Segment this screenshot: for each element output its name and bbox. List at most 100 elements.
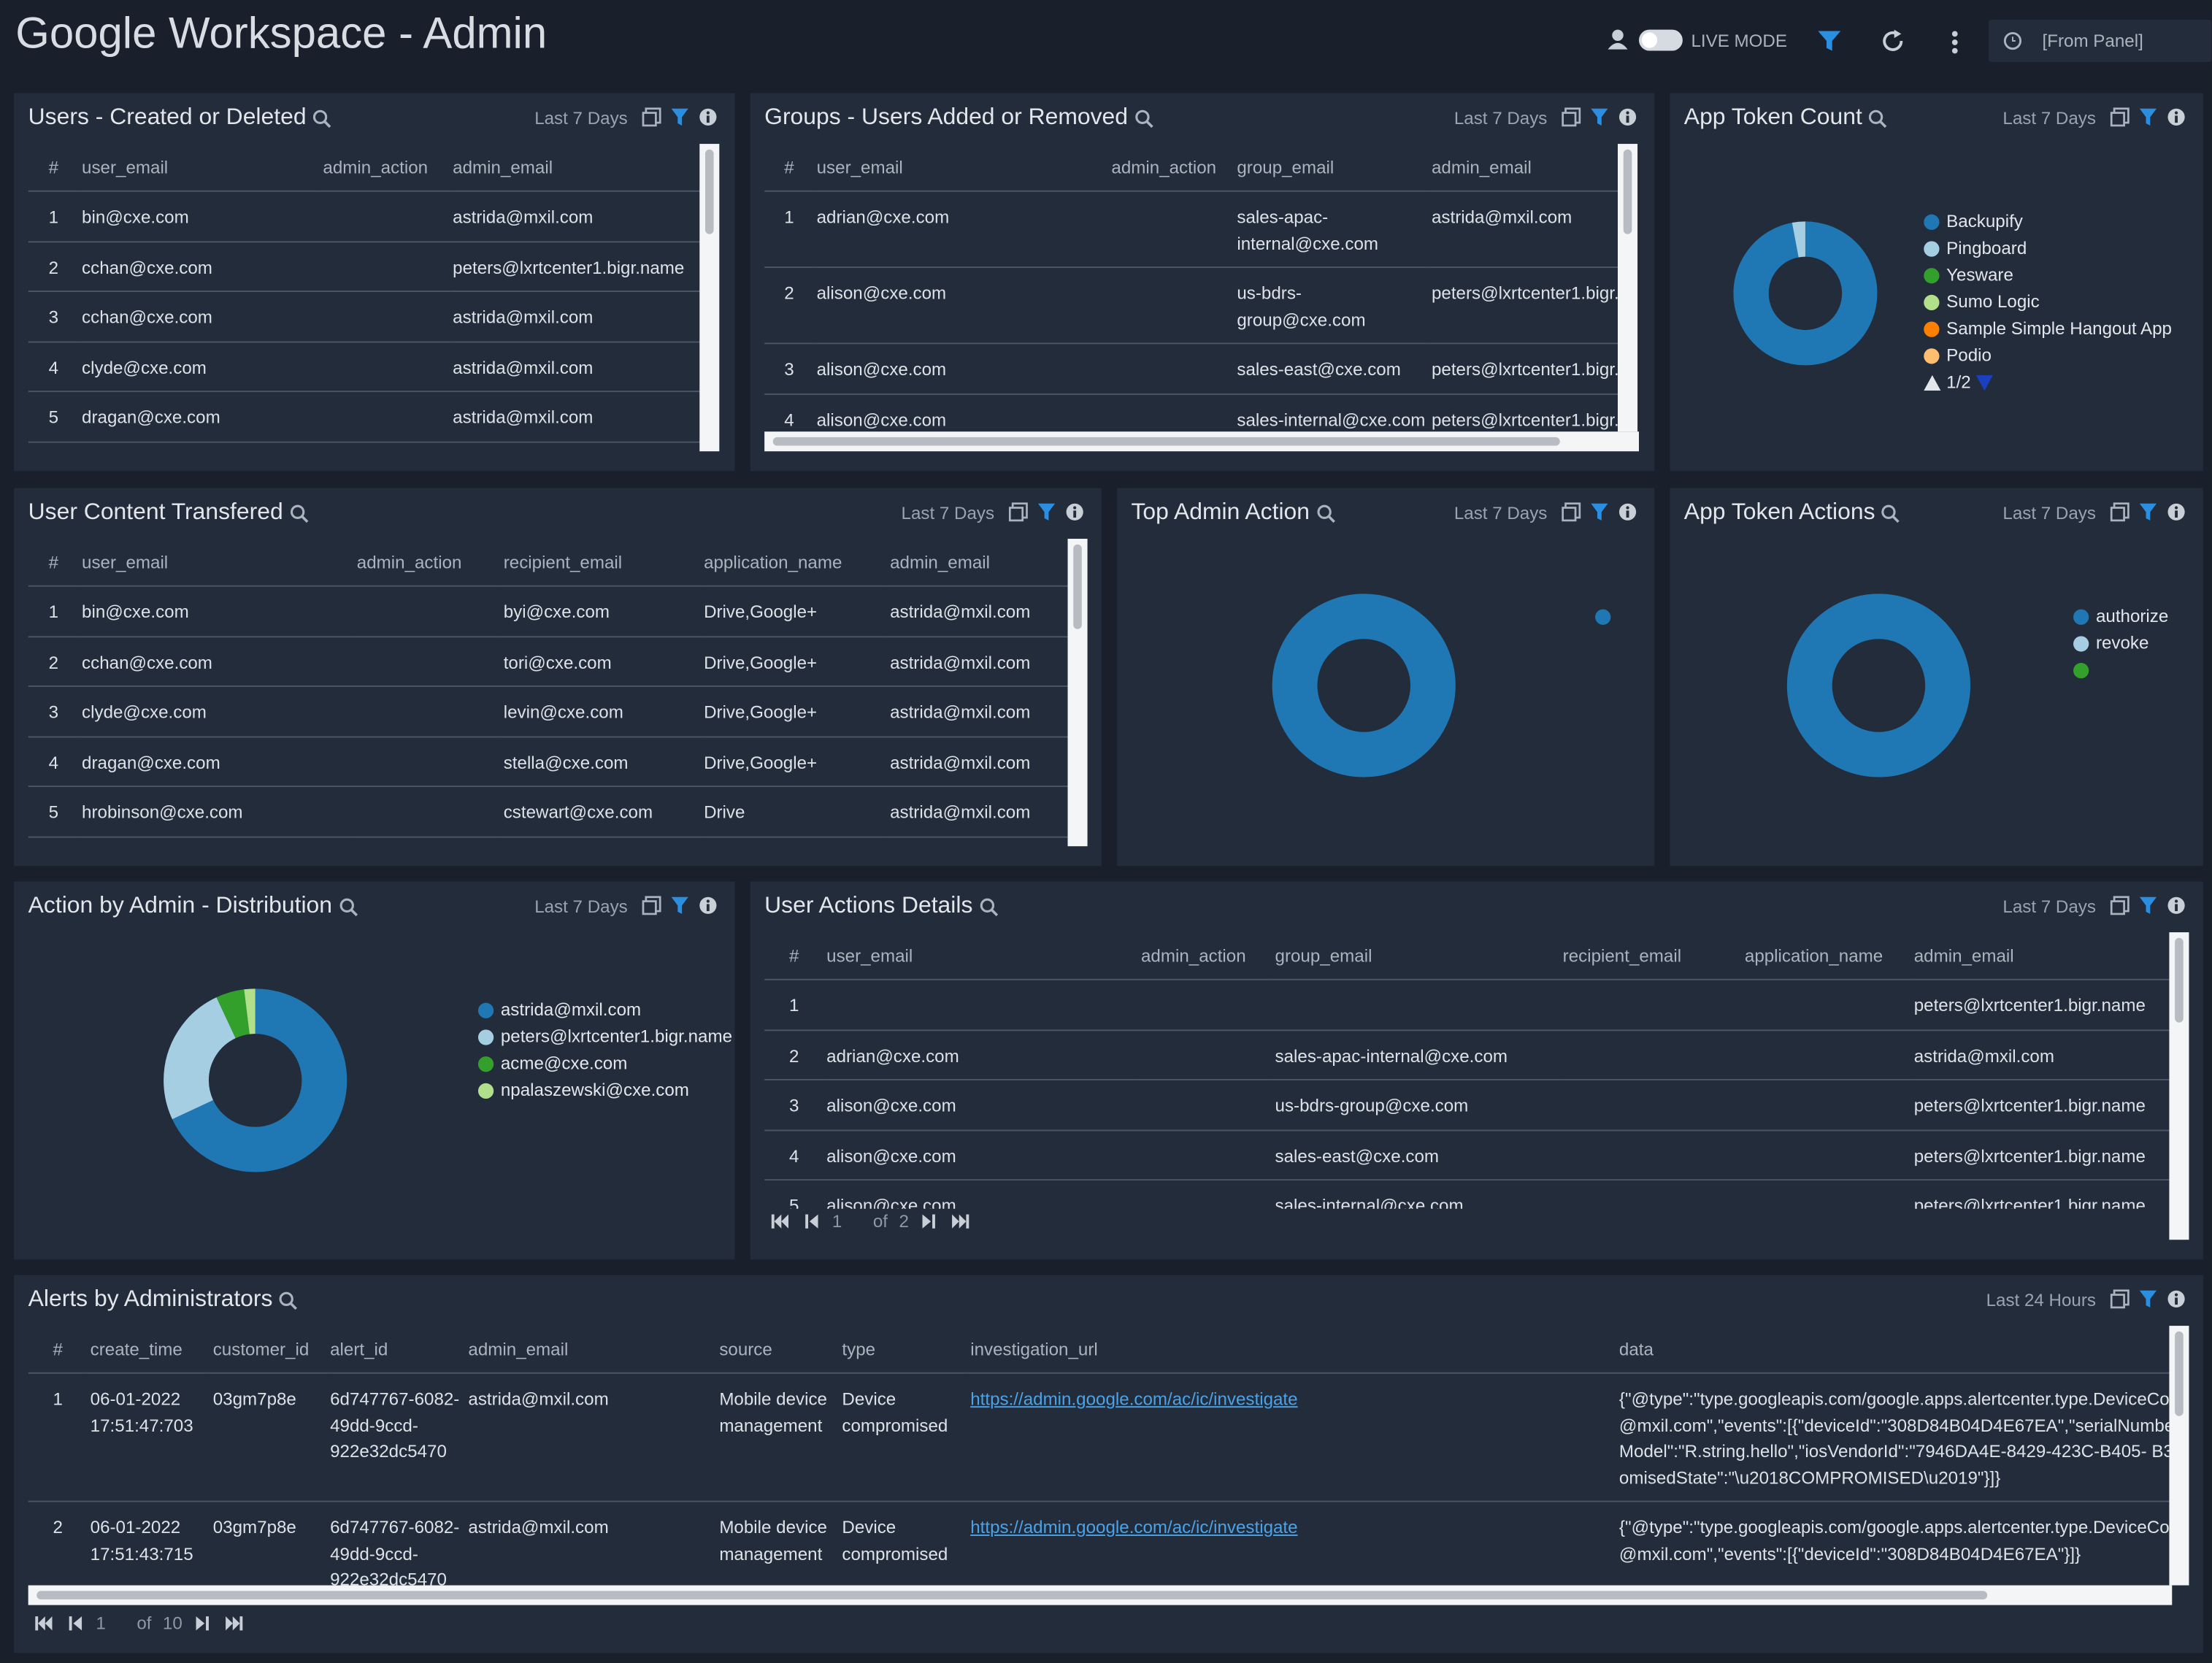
- column-header[interactable]: admin_action: [320, 144, 450, 192]
- column-header[interactable]: user_email: [79, 144, 320, 192]
- scroll-thumb[interactable]: [705, 149, 714, 234]
- vertical-scrollbar[interactable]: [1618, 144, 1638, 432]
- search-button[interactable]: [978, 896, 998, 916]
- legend-item[interactable]: npalaszewski@cxe.com: [477, 1080, 704, 1100]
- filter-button[interactable]: [2138, 502, 2158, 522]
- info-button[interactable]: [1618, 107, 1637, 127]
- column-header[interactable]: recipient_email: [500, 539, 702, 587]
- search-button[interactable]: [1881, 503, 1900, 523]
- pager-button[interactable]: [951, 1213, 971, 1230]
- legend-item[interactable]: astrida@mxil.com: [477, 1000, 704, 1020]
- legend-item[interactable]: Pingboard: [1924, 239, 2192, 258]
- legend-next[interactable]: [1976, 374, 1994, 391]
- column-header[interactable]: application_name: [701, 539, 888, 587]
- search-button[interactable]: [1316, 503, 1335, 523]
- legend-item[interactable]: Yesware: [1924, 265, 2192, 285]
- column-header[interactable]: create_time: [87, 1326, 210, 1374]
- filter-button[interactable]: [2138, 107, 2158, 127]
- export-button[interactable]: [1562, 502, 1581, 522]
- export-button[interactable]: [642, 107, 661, 127]
- export-button[interactable]: [2110, 107, 2130, 127]
- pie-slice[interactable]: [1733, 221, 1878, 366]
- legend-item[interactable]: revoke: [2073, 633, 2203, 653]
- column-header[interactable]: admin_action: [1138, 932, 1272, 980]
- legend-item[interactable]: Podio: [1924, 345, 2192, 365]
- info-button[interactable]: [2167, 1289, 2186, 1309]
- column-header[interactable]: admin_email: [450, 144, 715, 192]
- filter-button[interactable]: [1037, 502, 1056, 522]
- vertical-scrollbar[interactable]: [1067, 539, 1088, 847]
- legend-item[interactable]: authorize: [2073, 607, 2203, 626]
- search-button[interactable]: [1868, 108, 1888, 128]
- export-button[interactable]: [1562, 107, 1581, 127]
- export-button[interactable]: [642, 896, 661, 915]
- filter-button[interactable]: [2138, 896, 2158, 915]
- info-button[interactable]: [2167, 502, 2186, 522]
- scroll-thumb[interactable]: [1623, 149, 1632, 234]
- legend-item[interactable]: Sumo Logic: [1924, 292, 2192, 312]
- column-header[interactable]: #: [28, 539, 80, 587]
- legend-item[interactable]: peters@lxrtcenter1.bigr.name: [477, 1026, 732, 1047]
- column-header[interactable]: admin_email: [1910, 932, 2170, 980]
- pager-button[interactable]: [193, 1615, 213, 1632]
- column-header[interactable]: type: [839, 1326, 968, 1374]
- column-header[interactable]: recipient_email: [1559, 932, 1743, 980]
- legend-item[interactable]: [2073, 660, 2203, 679]
- pager-button[interactable]: [920, 1213, 940, 1230]
- vertical-scrollbar[interactable]: [699, 144, 720, 452]
- more-button[interactable]: [1946, 28, 1963, 57]
- horizontal-scrollbar[interactable]: [28, 1585, 2173, 1605]
- column-header[interactable]: admin_action: [1108, 144, 1234, 192]
- legend-item[interactable]: Sample Simple Hangout App: [1924, 319, 2192, 339]
- legend-item[interactable]: Backupify: [1924, 212, 2192, 231]
- scroll-thumb[interactable]: [1073, 544, 1082, 629]
- pager-button[interactable]: [770, 1213, 790, 1230]
- export-button[interactable]: [1008, 502, 1028, 522]
- column-header[interactable]: admin_email: [465, 1326, 717, 1374]
- filter-button[interactable]: [670, 107, 690, 127]
- info-button[interactable]: [2167, 107, 2186, 127]
- export-button[interactable]: [2110, 1289, 2130, 1309]
- search-button[interactable]: [288, 503, 308, 523]
- column-header[interactable]: customer_id: [210, 1326, 328, 1374]
- filter-button[interactable]: [1589, 107, 1609, 127]
- info-button[interactable]: [1618, 502, 1637, 522]
- refresh-button[interactable]: [1880, 28, 1905, 54]
- search-button[interactable]: [312, 108, 331, 128]
- column-header[interactable]: #: [764, 144, 814, 192]
- export-button[interactable]: [2110, 502, 2130, 522]
- search-button[interactable]: [1134, 108, 1153, 128]
- column-header[interactable]: group_email: [1234, 144, 1429, 192]
- column-header[interactable]: source: [716, 1326, 840, 1374]
- column-header[interactable]: #: [28, 1326, 88, 1374]
- search-button[interactable]: [338, 896, 358, 916]
- filter-button[interactable]: [2138, 1289, 2158, 1309]
- scroll-thumb[interactable]: [2175, 1331, 2184, 1416]
- pager-button[interactable]: [801, 1213, 821, 1230]
- column-header[interactable]: #: [28, 144, 80, 192]
- info-button[interactable]: [698, 896, 718, 915]
- pager-button[interactable]: [225, 1615, 245, 1632]
- pie-slice[interactable]: [164, 988, 347, 1172]
- live-toggle[interactable]: [1638, 29, 1683, 51]
- column-header[interactable]: alert_id: [327, 1326, 466, 1374]
- pie-slice[interactable]: [164, 988, 347, 1172]
- column-header[interactable]: admin_action: [353, 539, 501, 587]
- column-header[interactable]: investigation_url: [967, 1326, 1617, 1374]
- column-header[interactable]: admin_email: [1429, 144, 1618, 192]
- table-link[interactable]: https://admin.google.com/ac/ic/investiga…: [970, 1389, 1298, 1410]
- column-header[interactable]: user_email: [79, 539, 354, 587]
- search-button[interactable]: [278, 1290, 298, 1310]
- legend-item[interactable]: [1595, 607, 1654, 625]
- column-header[interactable]: application_name: [1742, 932, 1911, 980]
- info-button[interactable]: [2167, 896, 2186, 915]
- scroll-thumb[interactable]: [2175, 937, 2184, 1023]
- column-header[interactable]: user_email: [813, 144, 1109, 192]
- time-range-picker[interactable]: [From Panel]: [1989, 20, 2212, 63]
- scroll-thumb[interactable]: [772, 437, 1560, 446]
- column-header[interactable]: #: [764, 932, 824, 980]
- vertical-scrollbar[interactable]: [2169, 932, 2189, 1240]
- filter-button[interactable]: [1816, 28, 1842, 54]
- pager-button[interactable]: [34, 1615, 53, 1632]
- column-header[interactable]: user_email: [823, 932, 1139, 980]
